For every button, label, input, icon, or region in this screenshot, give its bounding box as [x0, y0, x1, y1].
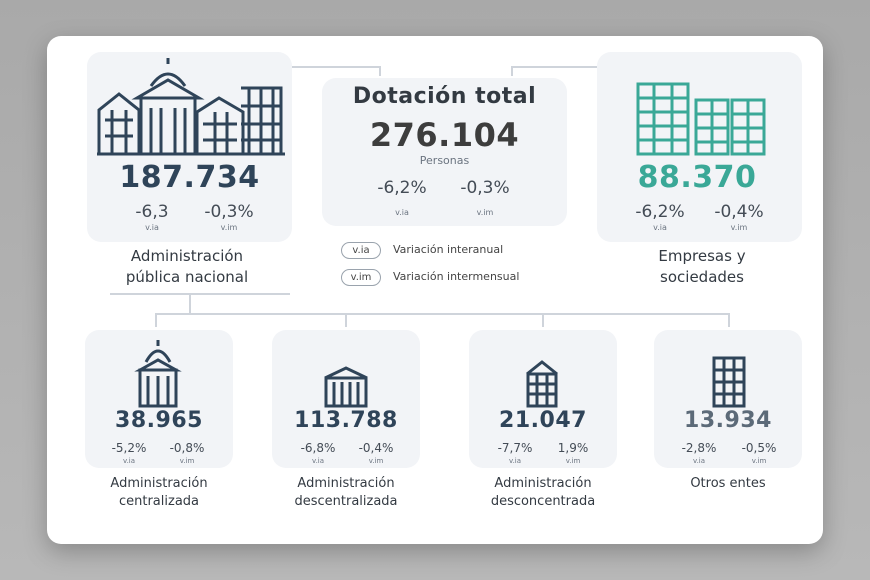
legend-tag-vim: v.im — [341, 269, 381, 286]
apn-via-label: v.ia — [145, 223, 159, 232]
sub-descentralizada-via-label: v.ia — [311, 457, 325, 465]
connector-apn-drop — [379, 66, 381, 76]
legend-text-via: Variación interanual — [393, 243, 504, 256]
connector-emp-drop — [511, 66, 513, 76]
sub-otros-vim-label: v.im — [751, 457, 767, 465]
total-vim-label: v.im — [476, 208, 494, 217]
sub-desconcentrada-via-label: v.ia — [508, 457, 522, 465]
sub-centralizada-value: 38.965 — [115, 408, 203, 433]
empresas-label-line2: sociedades — [660, 268, 744, 286]
empresas-tile — [597, 52, 802, 242]
connector-emp-top — [511, 66, 599, 68]
columned-building-icon — [324, 366, 368, 408]
apn-label-line1: Administración — [130, 247, 244, 265]
sub-desconcentrada-via: -7,7% — [497, 441, 533, 455]
empresas-label-line1: Empresas y — [658, 247, 746, 265]
empresas-value: 88.370 — [637, 160, 757, 195]
sub-centralizada-via-label: v.ia — [122, 457, 136, 465]
sub-descentralizada-via: -6,8% — [300, 441, 336, 455]
empresas-vim-label: v.im — [730, 223, 748, 232]
sub-tile-otros — [654, 330, 802, 468]
legend-tag-via: v.ia — [341, 242, 381, 259]
sub-centralizada-via: -5,2% — [111, 441, 147, 455]
apn-vim-label: v.im — [220, 223, 238, 232]
sub-descentralizada-label1: Administración — [297, 476, 395, 491]
total-title: Dotación total — [352, 84, 537, 109]
connector-horizontal — [155, 313, 730, 315]
sub-centralizada-vim-label: v.im — [179, 457, 195, 465]
apn-via: -6,3 — [135, 202, 169, 222]
sub-descentralizada-vim: -0,4% — [358, 441, 394, 455]
total-via-label: v.ia — [395, 208, 409, 217]
office-buildings-icon — [636, 82, 766, 156]
sub-descentralizada-value: 113.788 — [294, 408, 398, 433]
connector-apn-stem — [189, 295, 191, 313]
empresas-vim: -0,4% — [714, 202, 764, 222]
total-vim: -0,3% — [460, 178, 510, 198]
apn-underline — [110, 293, 290, 295]
legend-text-vim: Variación intermensual — [393, 270, 520, 283]
sub-desconcentrada-vim: 1,9% — [557, 441, 589, 455]
sub-otros-via: -2,8% — [681, 441, 717, 455]
sub-desconcentrada-label2: desconcentrada — [490, 494, 596, 509]
total-via: -6,2% — [377, 178, 427, 198]
empresas-via-label: v.ia — [653, 223, 667, 232]
tower-building-icon — [712, 356, 746, 408]
connector-apn-top — [292, 66, 380, 68]
sub-desconcentrada-vim-label: v.im — [565, 457, 581, 465]
sub-centralizada-label1: Administración — [110, 476, 208, 491]
sub-otros-value: 13.934 — [684, 408, 772, 433]
sub-otros-vim: -0,5% — [741, 441, 777, 455]
apn-vim: -0,3% — [204, 202, 254, 222]
sub-centralizada-label2: centralizada — [118, 494, 200, 509]
connector-sub3 — [542, 313, 544, 327]
apn-value: 187.734 — [119, 160, 260, 195]
sub-desconcentrada-label1: Administración — [494, 476, 592, 491]
sub-otros-via-label: v.ia — [692, 457, 706, 465]
empresas-via: -6,2% — [635, 202, 685, 222]
total-unit: Personas — [419, 154, 470, 167]
apn-tile — [87, 52, 292, 242]
connector-sub1 — [155, 313, 157, 327]
sub-centralizada-vim: -0,8% — [169, 441, 205, 455]
connector-sub2 — [345, 313, 347, 327]
government-buildings-icon — [97, 58, 285, 156]
total-tile — [322, 78, 567, 226]
infographic-card: 187.734 -6,3 -0,3% v.ia v.im Administrac… — [47, 36, 823, 544]
apn-label-line2: pública nacional — [125, 268, 249, 286]
gabled-building-icon — [526, 360, 558, 408]
sub-otros-label1: Otros entes — [690, 476, 766, 491]
total-value: 276.104 — [369, 116, 520, 154]
connector-sub4 — [728, 313, 730, 327]
sub-tile-descentralizada — [272, 330, 420, 468]
sub-descentralizada-label2: descentralizada — [294, 494, 398, 509]
sub-tile-desconcentrada — [469, 330, 617, 468]
sub-descentralizada-vim-label: v.im — [368, 457, 384, 465]
domed-building-icon — [134, 340, 182, 408]
sub-desconcentrada-value: 21.047 — [499, 408, 587, 433]
